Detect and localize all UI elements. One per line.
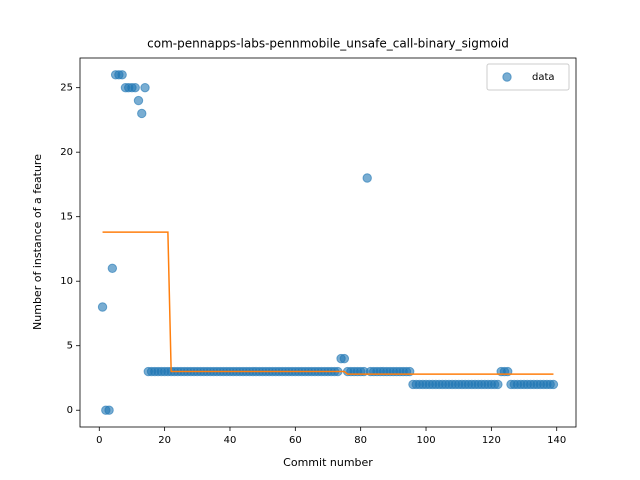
data-point [133, 95, 144, 106]
data-point [104, 405, 114, 415]
fit-line [102, 231, 554, 375]
data-point [117, 70, 127, 80]
data-point [97, 302, 108, 312]
data-point [548, 379, 559, 390]
data-point [339, 353, 350, 364]
x-tick-label: 100 [416, 435, 435, 446]
data-point [130, 82, 140, 93]
data-point [362, 173, 372, 183]
x-tick-label: 140 [547, 435, 566, 446]
legend-label: data [532, 72, 555, 83]
y-tick-label: 10 [60, 276, 73, 287]
y-tick-label: 0 [67, 405, 73, 416]
x-axis-label: Commit number [283, 456, 373, 469]
legend-marker [502, 72, 512, 82]
y-axis-label: Number of instance of a feature [31, 154, 44, 330]
y-tick-label: 15 [60, 212, 73, 223]
data-point [493, 379, 503, 390]
y-tick-label: 20 [60, 147, 73, 158]
x-tick-label: 80 [354, 435, 367, 446]
x-tick-label: 20 [158, 435, 171, 446]
x-tick-label: 0 [96, 435, 102, 446]
data-point [140, 82, 150, 93]
y-tick-label: 25 [60, 83, 73, 94]
legend-box [486, 63, 570, 91]
data-point [107, 263, 118, 274]
data-point [137, 108, 147, 119]
chart-title: com-pennapps-labs-pennmobile_unsafe_call… [147, 37, 509, 51]
x-tick-label: 40 [224, 435, 237, 446]
y-tick-label: 5 [67, 341, 73, 352]
plot-frame [79, 57, 577, 428]
x-tick-label: 120 [482, 435, 501, 446]
x-tick-label: 60 [289, 435, 302, 446]
